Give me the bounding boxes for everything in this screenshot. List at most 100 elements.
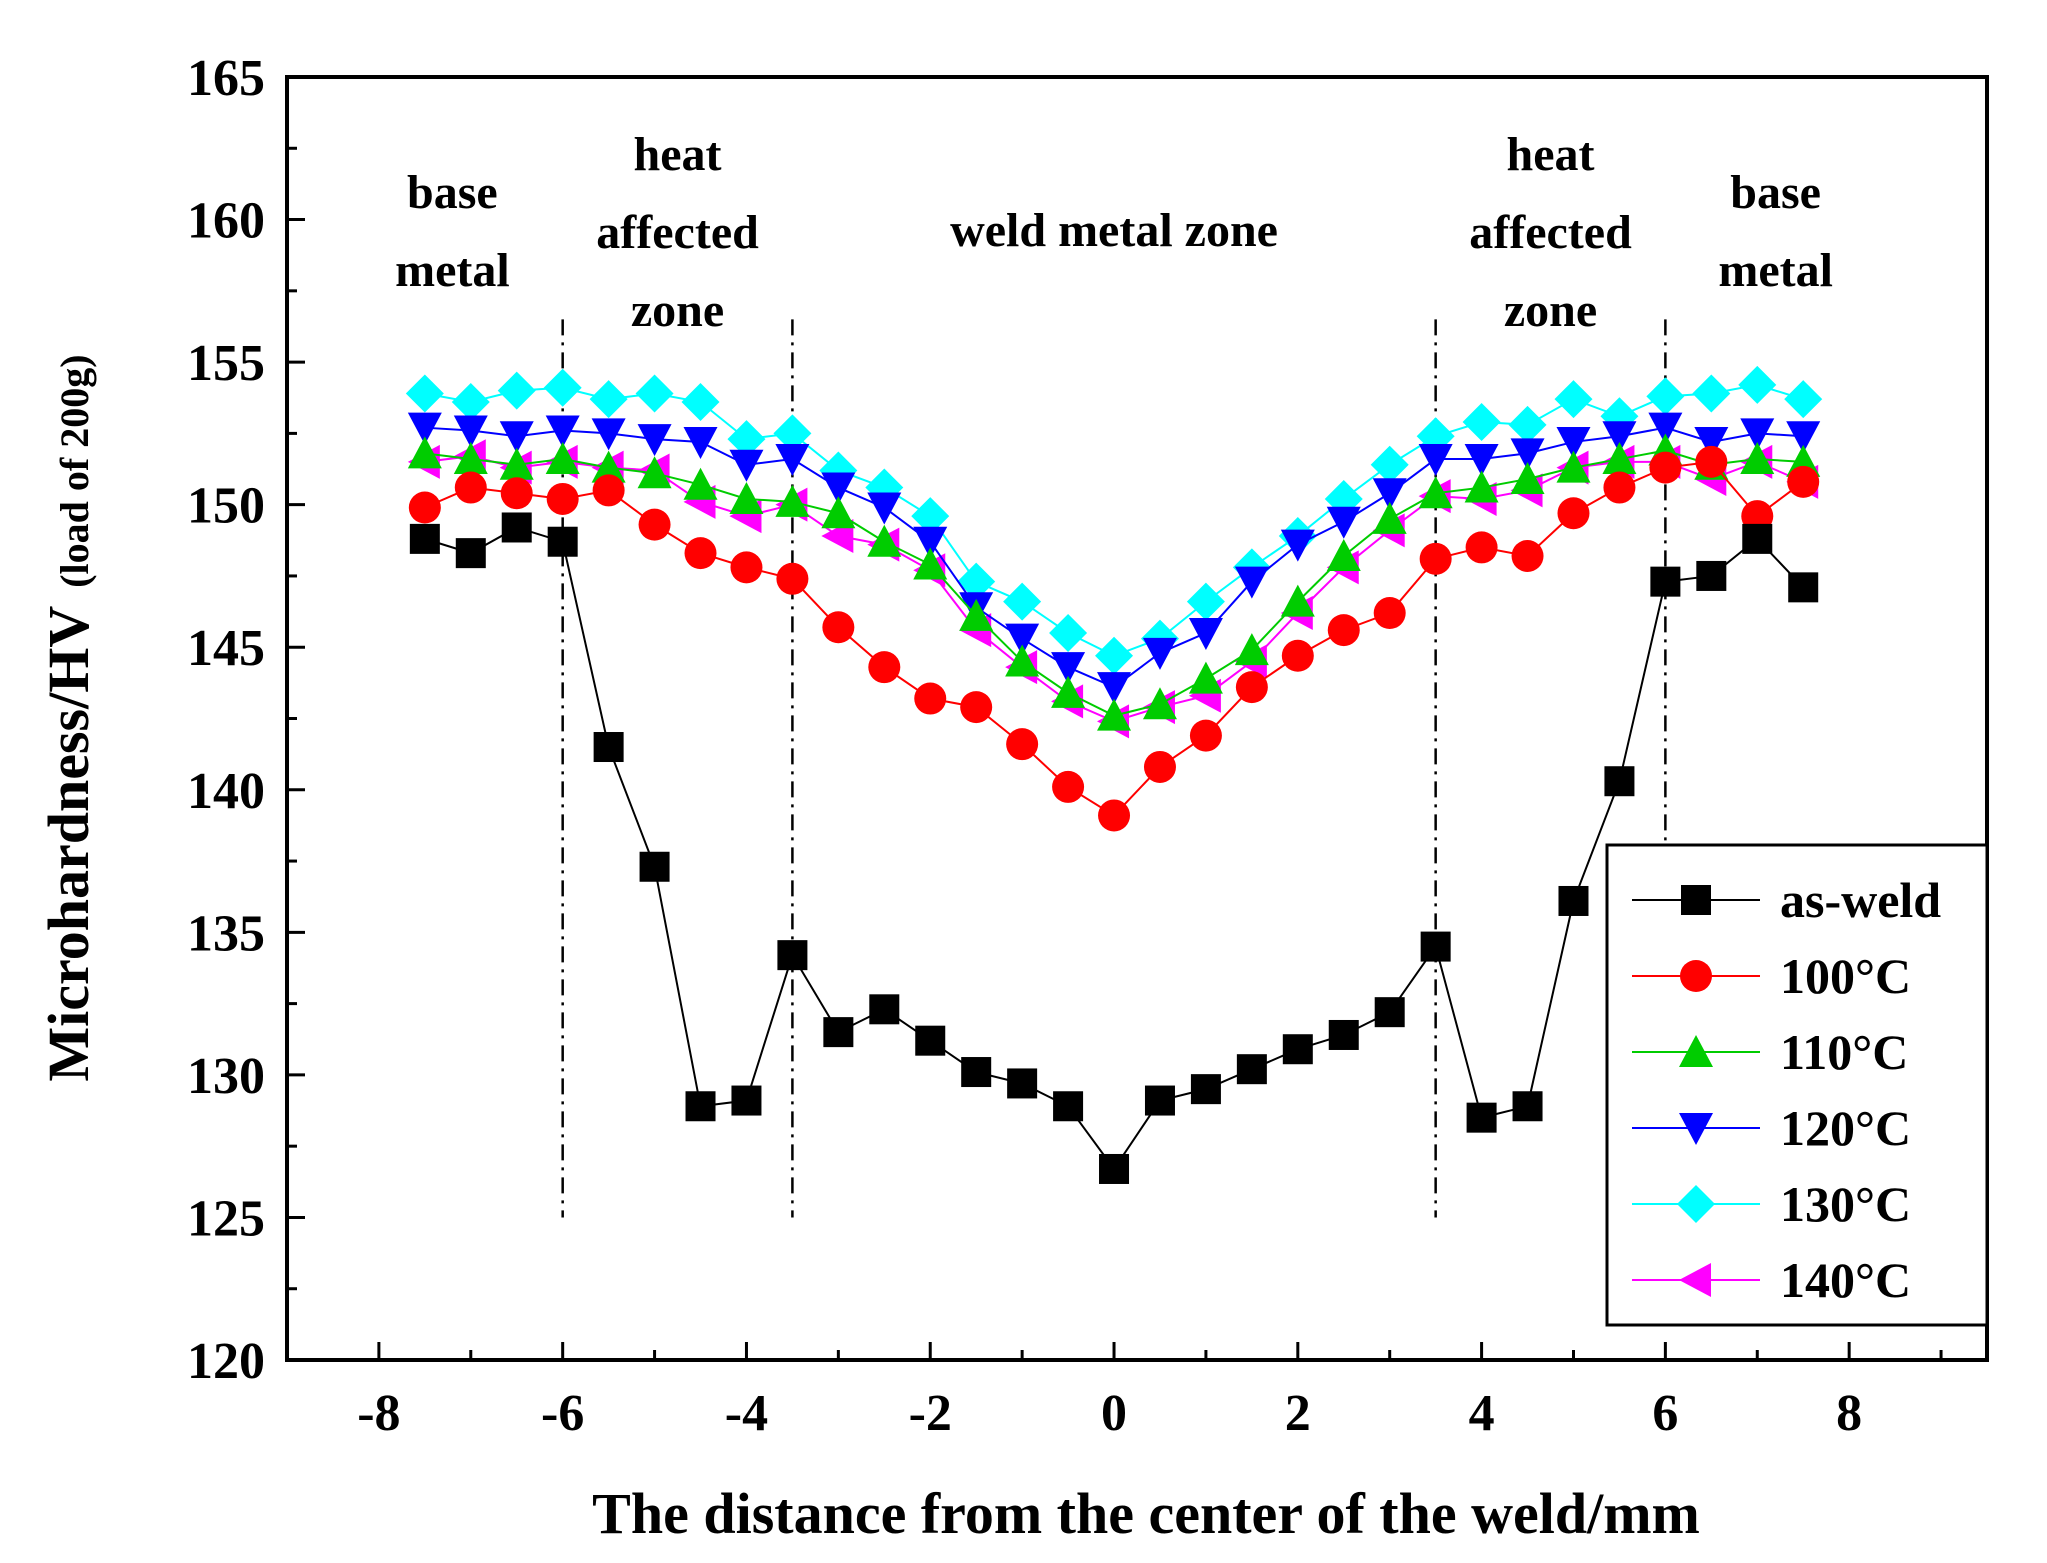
data-point (1419, 542, 1452, 575)
zone-label-line: zone (1504, 284, 1597, 337)
legend-item: 110°C (1632, 1024, 1908, 1080)
data-point (1282, 1034, 1313, 1065)
data-point (1512, 1091, 1543, 1122)
data-point (1095, 636, 1134, 675)
series-as-weld (409, 512, 1819, 1184)
data-point (637, 456, 672, 489)
data-point (683, 426, 718, 459)
data-point (453, 442, 488, 475)
data-point (1557, 497, 1590, 530)
data-point (867, 524, 902, 557)
data-point (592, 474, 625, 507)
legend-label: 120°C (1780, 1100, 1911, 1156)
data-point (1510, 462, 1545, 495)
data-point (1692, 374, 1731, 413)
data-point (914, 682, 947, 715)
data-point (1328, 1019, 1359, 1050)
data-point (1418, 444, 1453, 477)
data-point (546, 482, 579, 515)
legend-label: 110°C (1780, 1024, 1908, 1080)
data-point (1373, 597, 1406, 630)
data-point (821, 472, 856, 505)
data-point (1646, 377, 1685, 416)
data-point (1051, 652, 1086, 685)
data-point (823, 1017, 854, 1048)
data-point (777, 940, 808, 971)
data-point (1649, 451, 1682, 484)
x-tick-label: -4 (725, 1385, 768, 1442)
data-point (1007, 1068, 1038, 1099)
data-point (1738, 365, 1777, 404)
zone-label-line: metal (395, 244, 510, 297)
legend-marker (1679, 1263, 1711, 1297)
legend-marker (1679, 1035, 1713, 1067)
y-tick-label: 165 (187, 50, 265, 107)
legend-label: 100°C (1780, 948, 1911, 1004)
data-point (408, 491, 441, 524)
y-axis-title-main: Microhardness/HV (36, 606, 101, 1082)
x-tick-label: 4 (1469, 1385, 1495, 1442)
legend-label: as-weld (1780, 872, 1941, 928)
data-point (497, 371, 536, 410)
data-point (1464, 470, 1499, 503)
zone-label-line: base (407, 166, 498, 219)
data-point (913, 547, 948, 580)
data-point (1098, 799, 1131, 832)
data-point (451, 383, 490, 422)
series-100°C (408, 445, 1820, 832)
legend-item: 140°C (1632, 1252, 1911, 1308)
data-point (547, 526, 578, 557)
data-point (1648, 412, 1683, 445)
data-point (868, 651, 901, 684)
x-tick-label: -8 (357, 1385, 400, 1442)
y-tick-label: 150 (187, 478, 265, 535)
data-point (499, 447, 534, 480)
data-point (822, 611, 855, 644)
data-point (1508, 405, 1547, 444)
data-point (409, 523, 440, 554)
y-axis-title-sub: (load of 200g) (52, 354, 97, 587)
data-point (1190, 1074, 1221, 1105)
data-point (773, 414, 812, 453)
data-point (683, 467, 718, 500)
x-tick-label: -6 (541, 1385, 584, 1442)
legend-box (1605, 843, 1989, 1327)
data-point (635, 374, 674, 413)
data-point (1142, 637, 1177, 670)
data-point (1005, 644, 1040, 677)
legend-label: 140°C (1780, 1252, 1911, 1308)
y-tick-label: 130 (187, 1048, 265, 1105)
data-point (1144, 1085, 1175, 1116)
x-tick-label: 2 (1285, 1385, 1311, 1442)
data-point (731, 1085, 762, 1116)
x-tick-label: -2 (909, 1385, 952, 1442)
data-point (729, 481, 764, 514)
zone-label-line: affected (1469, 206, 1632, 259)
data-point (1650, 566, 1681, 597)
data-point (589, 380, 628, 419)
data-point (1556, 426, 1591, 459)
data-point (1695, 445, 1728, 478)
zone-label-line: heat (634, 128, 722, 181)
data-point (1554, 380, 1593, 419)
legend-item: 130°C (1632, 1176, 1911, 1232)
data-point (407, 436, 442, 469)
data-point (591, 418, 626, 451)
zone-label-line: weld metal zone (950, 204, 1278, 257)
data-point (1602, 421, 1637, 454)
data-point (867, 492, 902, 525)
data-point (1787, 465, 1820, 498)
data-point (1784, 380, 1823, 419)
x-tick-label: 8 (1836, 1385, 1862, 1442)
data-point (1418, 476, 1453, 509)
data-point (1740, 418, 1775, 451)
data-point (1097, 672, 1132, 705)
data-point (545, 415, 580, 448)
data-point (1235, 671, 1268, 704)
data-point (543, 368, 582, 407)
data-point (591, 450, 626, 483)
data-point (959, 598, 994, 631)
data-point (1465, 531, 1498, 564)
zone-labels: base metal heat affected zone weld metal zone… (395, 128, 1833, 337)
